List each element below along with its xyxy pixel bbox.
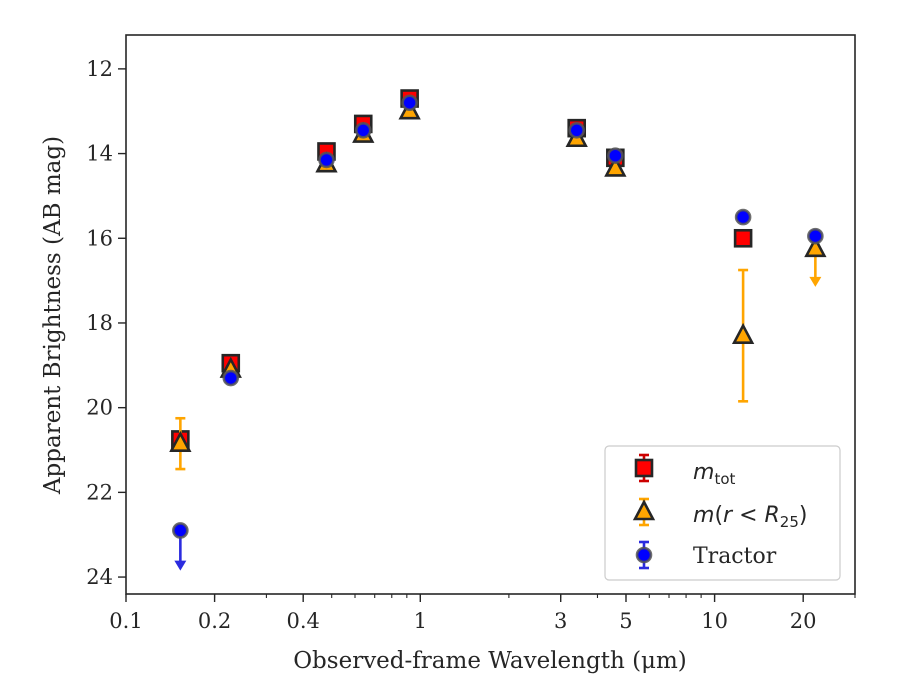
data-marks [169,89,827,571]
data-point-triangle [804,236,827,258]
y-tick-label: 12 [86,57,113,81]
x-axis-label: Observed-frame Wavelength (μm) [293,648,687,674]
x-tick-label: 0.1 [109,609,142,633]
series-triangle [169,98,827,471]
data-point-circle [734,208,752,226]
y-tick-label: 16 [86,226,113,250]
y-tick-label: 22 [86,480,113,504]
series-square [171,89,753,449]
legend-label-m-r-r25: m(r < R25) [693,503,807,531]
legend-box [604,445,841,581]
series-circle [172,94,824,571]
data-point-circle [172,522,189,539]
y-tick-label: 18 [86,311,113,335]
legend-marker-square [634,458,654,478]
y-tick-label: 14 [86,142,113,166]
data-point-square [733,228,753,248]
upper-limit-arrowhead [174,560,187,571]
y-tick-label: 24 [86,565,113,589]
data-point-triangle [169,430,192,452]
data-point-circle [318,151,335,169]
data-point-triangle [604,155,627,177]
data-point-triangle [731,322,755,344]
data-point-circle [807,227,824,245]
x-tick-label: 5 [619,609,632,633]
legend-marker-circle [635,546,653,564]
legend-label-tractor: Tractor [693,544,777,569]
data-point-circle [354,121,372,139]
data-point-circle [222,369,240,387]
legend-marker-triangle [632,499,656,521]
plot-frame [125,34,856,595]
x-tick-label: 0.4 [286,609,319,633]
x-tick-label: 3 [554,609,567,633]
y-tick-label: 20 [86,396,113,420]
legend: mtot m(r < R25) Tractor [604,445,841,581]
x-tick-label: 10 [701,609,728,633]
x-tick-label: 1 [414,609,427,633]
y-axis-label: Apparent Brightness (AB mag) [40,136,66,495]
x-tick-label: 0.2 [198,609,231,633]
data-point-circle [607,147,624,164]
legend-label-mtot: mtot [693,460,735,488]
upper-limit-arrowhead [809,276,822,287]
data-point-circle [568,121,586,139]
legend-markers [632,453,656,570]
ticks: 0.1 0.2 0.4 1 3 5 10 20 12 14 16 18 20 22 24 [86,57,856,633]
data-point-circle [401,94,418,112]
x-tick-label: 20 [790,609,817,633]
